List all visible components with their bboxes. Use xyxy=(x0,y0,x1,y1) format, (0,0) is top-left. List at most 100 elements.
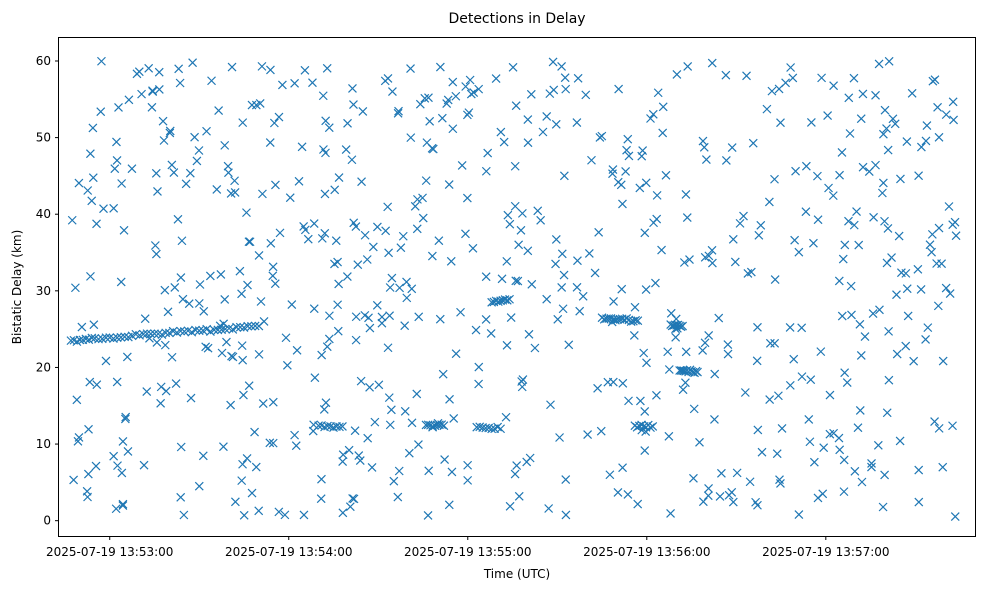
y-tick-label: 10 xyxy=(36,437,51,451)
detection-point xyxy=(205,271,215,281)
detection-point xyxy=(572,282,582,292)
detection-point xyxy=(903,311,913,321)
detection-point xyxy=(510,161,520,171)
detection-point xyxy=(357,177,366,187)
detection-point xyxy=(608,169,617,179)
detection-point xyxy=(689,404,699,414)
detection-point xyxy=(250,427,259,437)
track-point xyxy=(72,337,82,347)
detection-point xyxy=(658,102,668,112)
detection-point xyxy=(465,75,475,85)
detection-point xyxy=(437,113,447,123)
detection-point xyxy=(894,231,904,241)
detection-point xyxy=(407,284,417,294)
detection-point xyxy=(503,210,513,220)
detection-point xyxy=(92,380,102,390)
detection-point xyxy=(165,126,175,136)
detection-point xyxy=(247,488,257,498)
detection-point xyxy=(427,251,437,261)
track-point xyxy=(335,422,344,432)
detection-point xyxy=(742,71,751,81)
detection-point xyxy=(854,240,864,250)
detection-point xyxy=(163,307,173,317)
detection-point xyxy=(868,309,878,318)
detection-point xyxy=(805,437,815,447)
detection-point xyxy=(583,430,593,439)
detection-point xyxy=(867,462,876,472)
detection-point xyxy=(685,255,694,265)
detection-point xyxy=(381,226,391,236)
detection-point xyxy=(461,82,471,91)
detection-point xyxy=(664,431,674,441)
detection-point xyxy=(951,231,961,241)
detection-point xyxy=(118,501,128,510)
detection-point xyxy=(151,168,161,178)
detection-point xyxy=(527,279,537,289)
detection-point xyxy=(338,508,348,518)
detection-point xyxy=(597,131,607,141)
detection-point xyxy=(120,414,130,424)
detection-point xyxy=(934,423,944,433)
detection-point xyxy=(266,238,276,248)
detection-point xyxy=(428,144,438,154)
track-point xyxy=(213,325,223,335)
detection-point xyxy=(434,236,444,246)
detection-point xyxy=(948,97,958,107)
detection-point xyxy=(922,121,932,130)
detection-point xyxy=(775,475,784,485)
detection-point xyxy=(536,215,546,225)
detection-point xyxy=(421,176,431,186)
detection-point xyxy=(618,378,628,388)
detection-point xyxy=(557,282,567,292)
detection-point xyxy=(856,351,866,360)
detection-point xyxy=(451,91,461,101)
detection-point xyxy=(546,400,555,410)
track-point xyxy=(678,321,688,331)
detection-point xyxy=(819,443,829,453)
detection-point xyxy=(365,323,375,333)
detection-point xyxy=(294,176,304,186)
detection-point xyxy=(855,406,865,415)
detection-point xyxy=(244,381,254,391)
detection-point xyxy=(514,240,524,250)
detection-point xyxy=(828,191,838,201)
detection-point xyxy=(389,476,399,486)
track-point xyxy=(250,321,260,331)
detection-point xyxy=(235,266,245,276)
detection-point xyxy=(497,274,507,284)
detection-point xyxy=(840,240,850,250)
detection-point xyxy=(852,207,861,216)
y-tick-label: 40 xyxy=(36,207,51,221)
detection-point xyxy=(377,312,387,322)
detection-point xyxy=(177,236,187,246)
detection-point xyxy=(664,365,674,374)
detection-point xyxy=(590,268,600,278)
detection-point xyxy=(271,180,280,190)
detection-point xyxy=(788,73,798,83)
detection-point xyxy=(464,108,474,118)
detection-point xyxy=(653,88,663,98)
detection-point xyxy=(642,358,651,368)
detection-point xyxy=(767,86,777,96)
detection-point xyxy=(633,499,643,509)
detection-point xyxy=(857,477,867,487)
detection-point xyxy=(770,338,780,348)
detection-point xyxy=(444,500,454,510)
detection-point xyxy=(297,142,307,152)
detection-point xyxy=(847,310,856,320)
detection-point xyxy=(374,380,384,390)
detection-point xyxy=(481,314,491,324)
detection-point xyxy=(242,208,251,218)
detection-point xyxy=(561,510,571,520)
plot-frame xyxy=(58,37,976,537)
detection-point xyxy=(192,156,202,166)
detection-point xyxy=(502,256,512,266)
detection-point xyxy=(723,349,733,359)
detection-point xyxy=(824,183,833,193)
detection-point xyxy=(316,494,326,504)
detection-point xyxy=(435,62,445,72)
detection-point xyxy=(73,436,83,446)
detection-point xyxy=(256,297,266,306)
detection-point xyxy=(695,437,704,447)
